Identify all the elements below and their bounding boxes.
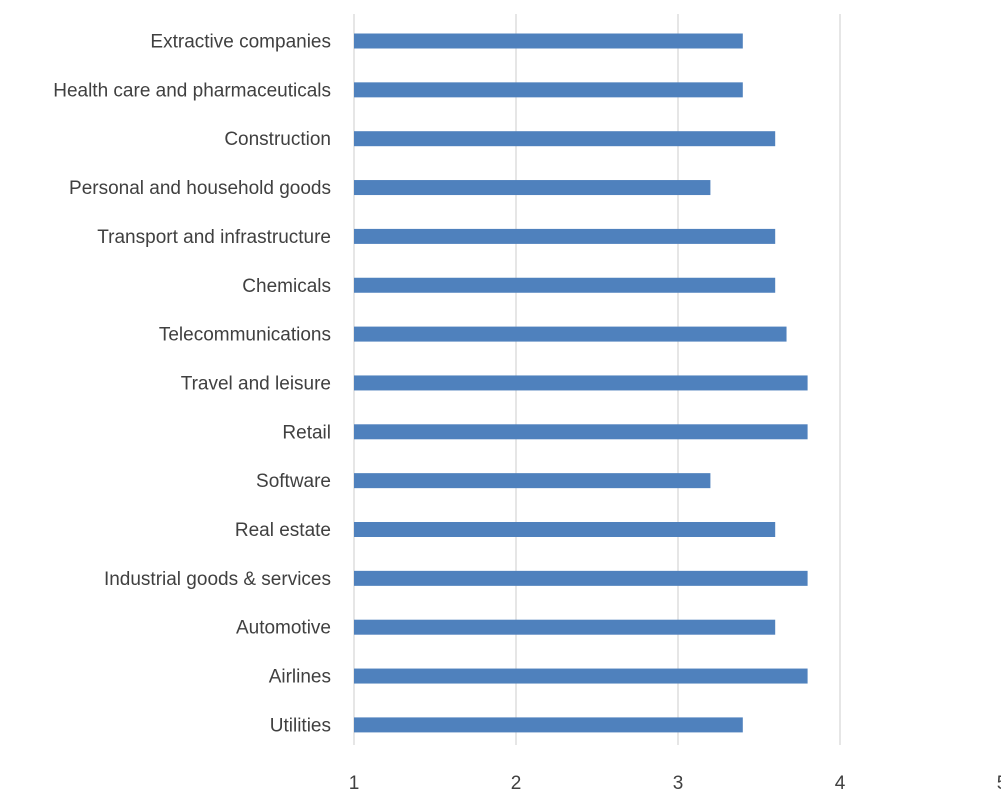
x-tick-labels: 1 2 3 4 5 <box>349 773 1001 790</box>
category-label: Automotive <box>236 618 331 639</box>
category-label: Real estate <box>235 520 331 541</box>
bar <box>354 277 776 293</box>
category-label: Telecommunications <box>159 325 331 346</box>
bar <box>354 180 711 196</box>
category-label: Extractive companies <box>150 32 331 53</box>
bar <box>354 619 776 635</box>
x-tick-label: 5 <box>997 773 1001 790</box>
category-labels: Extractive companies Health care and phar… <box>53 32 331 737</box>
category-label: Construction <box>224 129 331 150</box>
bar <box>354 570 808 586</box>
x-tick-label: 1 <box>349 773 360 790</box>
bar-layer <box>354 33 808 733</box>
x-tick-label: 3 <box>673 773 684 790</box>
x-tick-label: 4 <box>835 773 846 790</box>
bar <box>354 717 743 733</box>
bar <box>354 228 776 244</box>
bar <box>354 522 776 537</box>
bar <box>354 326 787 342</box>
bar <box>354 424 808 440</box>
x-tick-label: 2 <box>511 773 522 790</box>
bar <box>354 473 711 489</box>
category-label: Software <box>256 471 331 492</box>
category-label: Airlines <box>269 667 331 688</box>
bar <box>354 668 808 684</box>
category-label: Transport and infrastructure <box>97 227 331 248</box>
bar <box>354 375 808 391</box>
bar <box>354 33 743 49</box>
category-label: Personal and household goods <box>69 178 331 199</box>
bar <box>354 82 743 98</box>
category-label: Travel and leisure <box>181 373 331 394</box>
category-label: Chemicals <box>242 276 331 297</box>
category-label: Industrial goods & services <box>104 569 331 590</box>
category-label: Utilities <box>270 715 331 736</box>
category-label: Health care and pharmaceuticals <box>53 80 331 101</box>
category-label: Retail <box>282 422 331 443</box>
bar <box>354 131 776 147</box>
